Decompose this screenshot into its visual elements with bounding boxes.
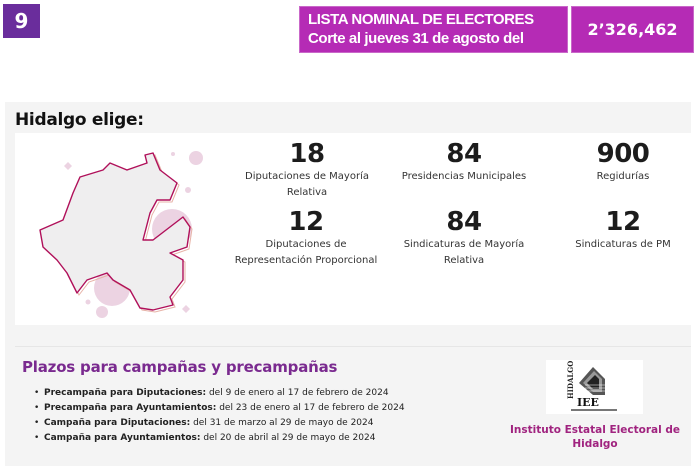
hidalgo-outline [39,152,191,311]
stat-value: 12 [605,207,641,237]
plazo-dates: del 9 de enero al 17 de febrero de 2024 [208,388,389,398]
stat-label: Presidencias Municipales [401,171,527,182]
stat-value: 12 [288,207,324,237]
stat-sindicaturas-mr: 84 Sindicaturas de Mayoría Relativa [384,207,544,269]
bullet-icon: • [34,418,40,428]
plazo-term: Precampaña para Ayuntamientos: [44,403,217,413]
plazo-term: Campaña para Diputaciones: [44,418,191,428]
plazo-dates: del 23 de enero al 17 de febrero de 2024 [219,403,405,413]
plazos-title: Plazos para campañas y precampañas [22,358,338,376]
stat-label: Regidurías [596,171,650,182]
map-decoration-circle [171,152,175,156]
map-decoration-circle [189,151,203,165]
stat-diputaciones-rp: 12 Diputaciones de Representación Propor… [226,207,386,269]
stat-label: Sindicaturas de PM [575,239,671,250]
stat-label: Diputaciones de Representación Proporcio… [234,239,378,266]
iee-logo-subtext-bar [570,409,617,411]
hidalgo-elige-title: Hidalgo elige: [15,110,144,130]
page-number-badge: 9 [3,4,40,38]
map-decoration-circle [85,299,91,305]
stat-regidurias: 900 Regidurías [548,139,698,185]
bullet-icon: • [34,403,40,413]
lista-nominal-title: LISTA NOMINAL DE ELECTORES [308,11,534,28]
plazo-item: • Campaña para Diputaciones: del 31 de ma… [34,416,405,431]
section-divider [15,346,691,347]
plazo-term: Precampaña para Diputaciones: [44,388,207,398]
stat-value: 84 [446,207,482,237]
lista-nominal-subtitle: Corte al jueves 31 de agosto del 2023 [308,30,524,67]
stat-value: 84 [446,139,482,169]
plazo-term: Campaña para Ayuntamientos: [44,433,201,443]
iee-logo-text: IEE [577,396,599,409]
bullet-icon: • [34,388,40,398]
map-decoration-circle [185,187,191,193]
plazo-item: • Precampaña para Ayuntamientos: del 23 d… [34,401,405,416]
plazo-dates: del 31 de marzo al 29 de mayo de 2024 [193,418,374,428]
lista-nominal-box: LISTA NOMINAL DE ELECTORES Corte al juev… [299,6,568,67]
plazo-item: • Precampaña para Diputaciones: del 9 de … [34,386,405,401]
bullet-icon: • [34,433,40,443]
map-decoration-diamond [182,305,190,313]
plazos-list: • Precampaña para Diputaciones: del 9 de … [34,386,405,446]
map-decoration-diamond [64,162,72,170]
stat-value: 18 [289,139,325,169]
lista-nominal-total: 2’326,462 [571,6,694,53]
plazo-dates: del 20 de abril al 29 de mayo de 2024 [203,433,376,443]
hidalgo-map-icon [20,140,220,320]
stat-value: 900 [596,139,650,169]
stat-label: Diputaciones de Mayoría Relativa [245,171,369,198]
iee-logo: HIDALGO IEE [546,360,643,414]
stat-diputaciones-mr: 18 Diputaciones de Mayoría Relativa [232,139,382,201]
plazo-item: • Campaña para Ayuntamientos: del 20 de a… [34,431,405,446]
stat-label: Sindicaturas de Mayoría Relativa [403,239,525,266]
iee-logo-emblem [578,367,605,395]
iee-logo-side-text: HIDALGO [566,361,575,399]
map-decoration-circle [96,306,108,318]
stat-sindicaturas-pm: 12 Sindicaturas de PM [548,207,698,253]
stat-presidencias-municipales: 84 Presidencias Municipales [384,139,544,185]
iee-caption: Instituto Estatal Electoral de Hidalgo [509,424,681,450]
